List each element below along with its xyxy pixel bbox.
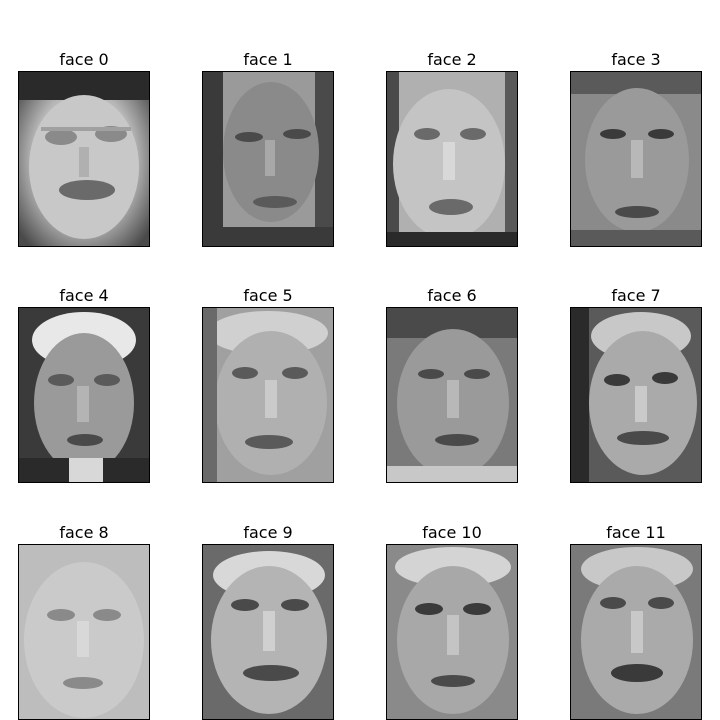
face-title-11: face 11 <box>570 523 702 543</box>
face-image-2 <box>386 71 518 247</box>
face-image-10 <box>386 544 518 720</box>
face-title-10: face 10 <box>386 523 518 543</box>
face-title-3: face 3 <box>570 50 702 70</box>
face-image-7 <box>570 307 702 483</box>
face-image-1 <box>202 71 334 247</box>
face-image-3 <box>570 71 702 247</box>
face-title-7: face 7 <box>570 286 702 306</box>
face-image-9 <box>202 544 334 720</box>
face-title-8: face 8 <box>18 523 150 543</box>
face-title-2: face 2 <box>386 50 518 70</box>
face-title-5: face 5 <box>202 286 334 306</box>
face-title-9: face 9 <box>202 523 334 543</box>
face-image-6 <box>386 307 518 483</box>
face-image-5 <box>202 307 334 483</box>
face-image-4 <box>18 307 150 483</box>
face-image-0 <box>18 71 150 247</box>
face-image-8 <box>18 544 150 720</box>
face-image-11 <box>570 544 702 720</box>
face-title-1: face 1 <box>202 50 334 70</box>
face-title-4: face 4 <box>18 286 150 306</box>
face-title-6: face 6 <box>386 286 518 306</box>
face-title-0: face 0 <box>18 50 150 70</box>
